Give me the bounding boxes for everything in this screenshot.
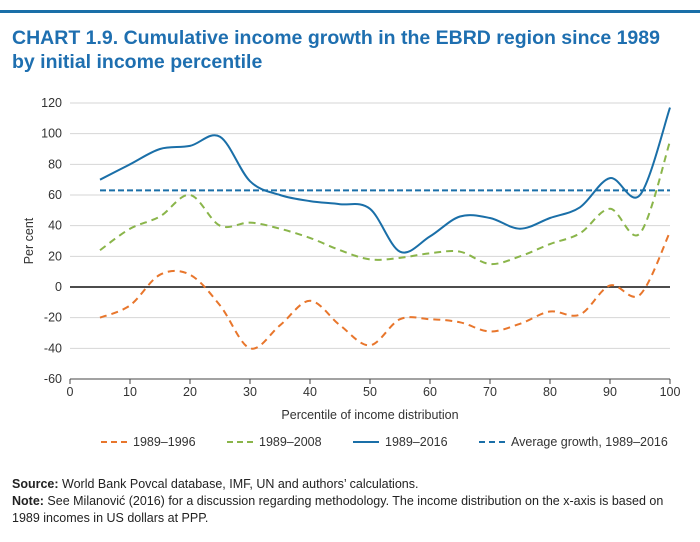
note-label: Note:: [12, 494, 44, 508]
x-tick-label: 10: [123, 385, 137, 399]
y-tick-label: 20: [48, 249, 62, 263]
y-tick-label: 60: [48, 188, 62, 202]
x-tick-label: 0: [67, 385, 74, 399]
line-chart: -60 -40 -20 0 20 40 60 80 100 120 0 10 20 30 40 50 60 70 8…: [22, 96, 681, 449]
note-text: See Milanović (2016) for a discussion re…: [12, 494, 664, 525]
series-line-3: [99, 107, 671, 254]
legend-item: Average growth, 1989–2016: [479, 435, 668, 449]
legend-item: 1989–2016: [353, 435, 448, 449]
legend-label: Average growth, 1989–2016: [511, 435, 668, 449]
y-tick-label: 80: [48, 157, 62, 171]
legend-item: 1989–2008: [227, 435, 322, 449]
series-line-1: [99, 231, 671, 350]
source-line: Source: World Bank Povcal database, IMF,…: [12, 476, 692, 493]
x-tick-label: 30: [243, 385, 257, 399]
chart-title: CHART 1.9. Cumulative income growth in t…: [12, 27, 660, 73]
y-tick-label: 120: [41, 96, 62, 110]
x-tick-label: 20: [183, 385, 197, 399]
y-axis-label: Per cent: [22, 217, 36, 264]
y-tick-label: 100: [41, 127, 62, 141]
x-tick-label: 80: [543, 385, 557, 399]
x-tick-label: 50: [363, 385, 377, 399]
y-tick-label: 0: [55, 280, 62, 294]
x-tick-label: 90: [603, 385, 617, 399]
x-tick-label: 60: [423, 385, 437, 399]
legend-item: 1989–1996: [101, 435, 196, 449]
x-axis-label: Percentile of income distribution: [281, 408, 458, 422]
source-text: World Bank Povcal database, IMF, UN and …: [58, 477, 419, 491]
legend-label: 1989–1996: [133, 435, 196, 449]
legend-label: 1989–2008: [259, 435, 322, 449]
x-tick-label: 40: [303, 385, 317, 399]
series-line-2: [99, 140, 671, 266]
y-tick-label: -60: [44, 372, 62, 386]
chart-footer: Source: World Bank Povcal database, IMF,…: [12, 476, 692, 527]
top-rule: [0, 10, 700, 13]
x-tick-label: 70: [483, 385, 497, 399]
y-tick-label: -20: [44, 311, 62, 325]
legend-label: 1989–2016: [385, 435, 448, 449]
source-label: Source:: [12, 477, 59, 491]
y-tick-label: 40: [48, 219, 62, 233]
note-line: Note: See Milanović (2016) for a discuss…: [12, 493, 692, 527]
y-tick-label: -40: [44, 341, 62, 355]
x-tick-label: 100: [660, 385, 681, 399]
